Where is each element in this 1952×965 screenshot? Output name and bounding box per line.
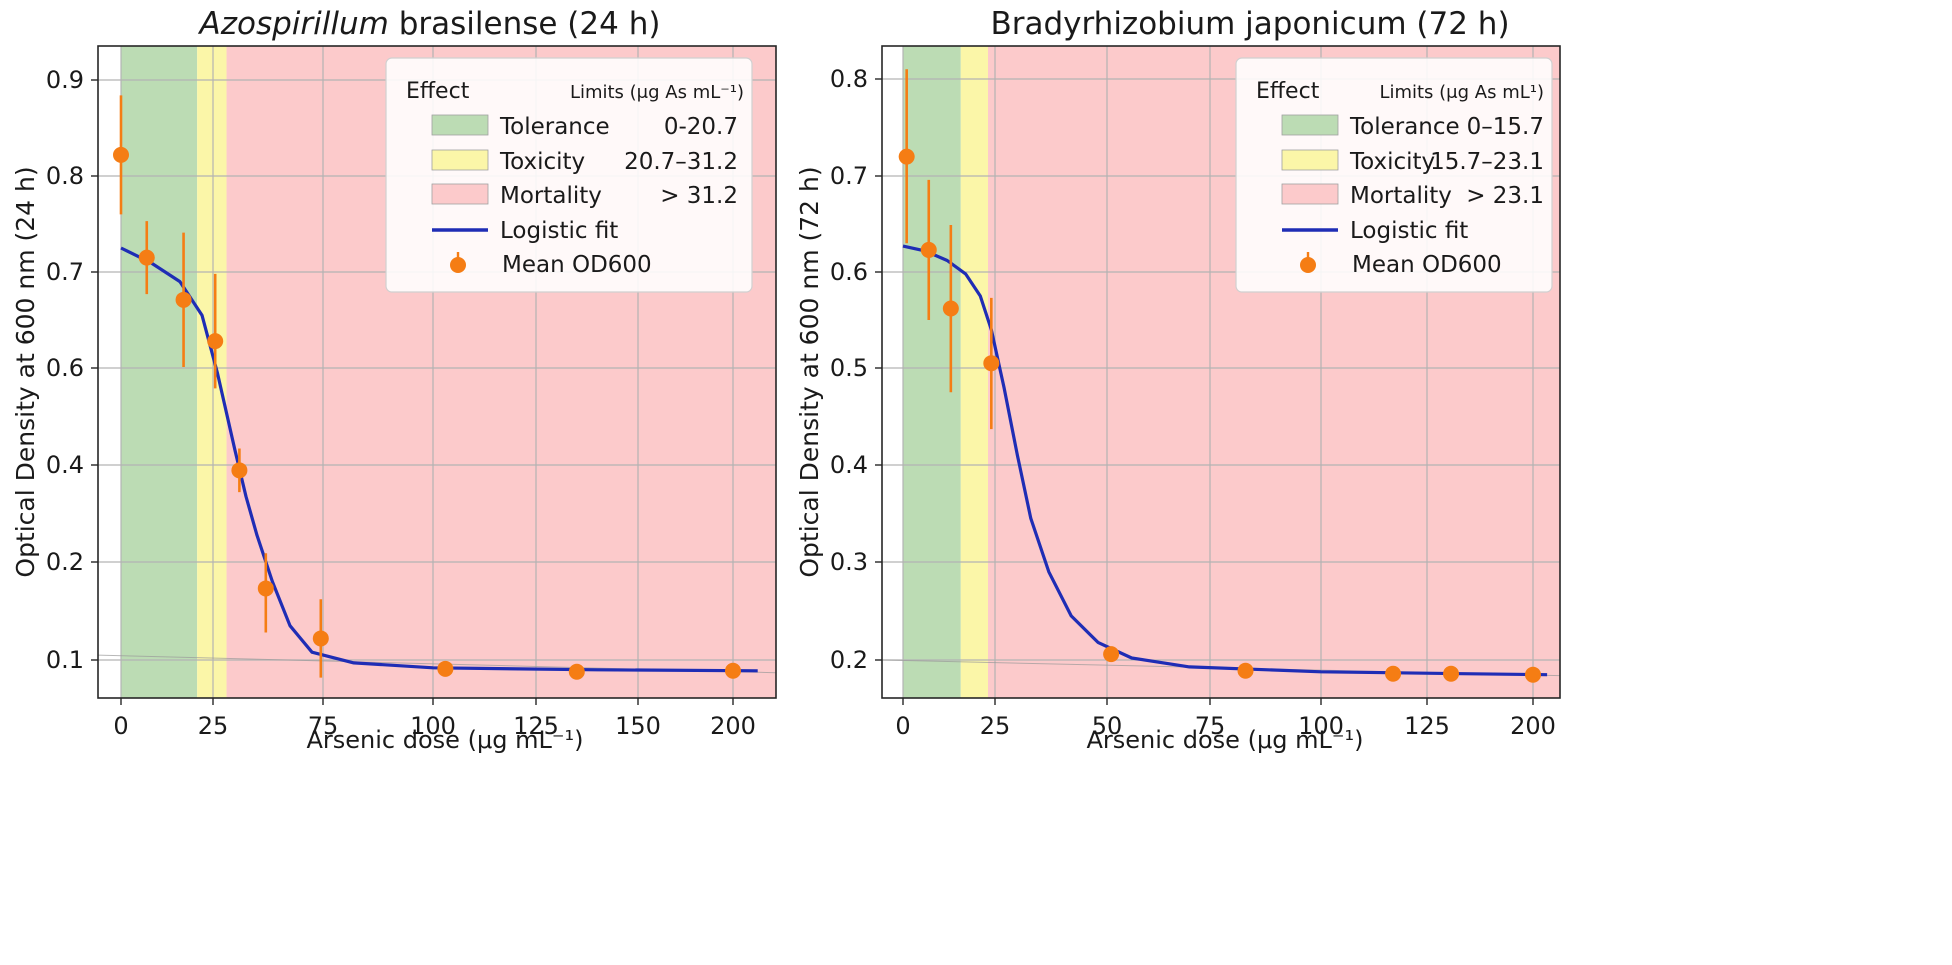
legend: Effect Limits (μg As mL¹) Tolerance 0–15.7 T… — [1235, 57, 1553, 293]
legend-swatch-toxicity — [1281, 149, 1339, 171]
x-tick-label: 50 — [1092, 712, 1123, 740]
legend-swatch-mean-marker — [450, 257, 466, 273]
axes-frame — [97, 45, 777, 699]
region-toxicity — [197, 46, 227, 698]
y-tick-label: 0.6 — [830, 258, 868, 286]
data-point — [257, 580, 274, 597]
y-tick-label: 0.8 — [46, 162, 84, 190]
legend-label: Toxicity — [1349, 149, 1435, 175]
legend-swatch-mean-marker — [1300, 257, 1316, 273]
legend-limits: 0–15.7 — [1467, 114, 1544, 140]
chart-panel-2: 0 25 50 75 100 125 200 0.2 0.3 0.4 0.5 0.6 0.7 0.8 Bra… — [795, 6, 1561, 754]
legend-label: Mortality — [500, 183, 602, 209]
x-tick-label: 200 — [710, 712, 756, 740]
legend-limits: 15.7–23.1 — [1430, 149, 1544, 175]
data-point — [1443, 665, 1460, 682]
legend-limits: 20.7–31.2 — [624, 149, 738, 175]
y-axis-label: Optical Density at 600 nm (72 h) — [795, 166, 824, 577]
y-tick-label: 0.3 — [830, 548, 868, 576]
data-point — [113, 146, 129, 163]
legend-label: Tolerance — [1349, 114, 1460, 140]
legend-swatch-tolerance — [431, 114, 489, 136]
chart-title-text: brasilense (24 h) — [389, 6, 661, 42]
data-point — [920, 241, 937, 258]
axes-frame — [881, 45, 1561, 699]
legend-limits: > 31.2 — [660, 183, 738, 209]
chart-title-text: Bradyrhizobium japonicum (72 h) — [990, 6, 1509, 42]
chart-title: Azospirillum brasilense (24 h) — [198, 6, 661, 42]
y-tick-label: 0.2 — [46, 548, 84, 576]
x-tick-label: 100 — [1298, 712, 1344, 740]
legend-label: Mortality — [1350, 183, 1452, 209]
y-tick-label: 0.7 — [46, 258, 84, 286]
x-tick-label: 0 — [113, 712, 128, 740]
y-tick-label: 0.7 — [830, 162, 868, 190]
legend: Effect Limits (μg As mL⁻¹) Tolerance 0-20.7… — [385, 57, 753, 293]
x-axis-label: Arsenic dose (μg mL⁻¹) — [307, 726, 584, 754]
data-point — [725, 662, 741, 679]
legend-label: Mean OD600 — [502, 252, 652, 278]
data-point — [175, 291, 192, 308]
y-tick-label: 0.6 — [46, 354, 84, 382]
chart-title-italic: Azospirillum — [198, 6, 389, 42]
x-tick-label: 25 — [198, 712, 229, 740]
data-point — [1103, 646, 1120, 663]
region-tolerance — [121, 46, 198, 698]
chart-panel-1: 0 25 75 100 125 150 200 0.1 0.2 0.4 0.6 0.7 0.8 0.9 Az… — [11, 6, 777, 754]
legend-header-limits: Limits (μg As mL⁻¹) — [570, 82, 744, 103]
logistic-fit-line — [902, 244, 1548, 677]
legend-header-effect: Effect — [1256, 79, 1320, 104]
data-point — [1237, 662, 1254, 679]
data-point — [983, 355, 1000, 372]
legend-swatch-mortality — [1281, 183, 1339, 205]
x-axis-label: Arsenic dose (μg mL⁻¹) — [1087, 726, 1364, 754]
x-tick-label: 200 — [1510, 712, 1556, 740]
y-tick-label: 0.4 — [46, 451, 84, 479]
x-tick-label: 25 — [980, 712, 1011, 740]
data-point — [312, 630, 329, 647]
legend-label: Mean OD600 — [1352, 252, 1502, 278]
legend-label: Logistic fit — [1350, 218, 1468, 244]
y-tick-label: 0.8 — [830, 65, 868, 93]
x-tick-label: 125 — [513, 712, 559, 740]
x-tick-label: 150 — [615, 712, 661, 740]
x-tick-label: 100 — [410, 712, 456, 740]
data-point — [437, 660, 454, 677]
legend-swatch-tolerance — [1281, 114, 1339, 136]
chart-title: Bradyrhizobium japonicum (72 h) — [990, 6, 1509, 42]
data-point — [231, 462, 248, 479]
x-tick-label: 75 — [1195, 712, 1226, 740]
data-point — [898, 148, 915, 165]
legend-label: Logistic fit — [500, 218, 618, 244]
x-tick-label: 125 — [1404, 712, 1450, 740]
legend-limits: 0-20.7 — [664, 114, 738, 140]
data-point — [207, 333, 224, 350]
legend-swatch-mortality — [431, 183, 489, 205]
x-tick-label: 75 — [308, 712, 339, 740]
y-tick-label: 0.2 — [830, 646, 868, 674]
y-tick-label: 0.1 — [46, 646, 84, 674]
y-axis-label: Optical Density at 600 nm (24 h) — [11, 166, 40, 577]
data-point — [568, 663, 585, 680]
legend-header-limits: Limits (μg As mL¹) — [1379, 82, 1544, 103]
data-point — [1385, 665, 1402, 682]
y-tick-label: 0.9 — [46, 66, 84, 94]
data-point — [138, 249, 155, 266]
legend-limits: > 23.1 — [1466, 183, 1544, 209]
data-point — [1525, 666, 1541, 683]
legend-header-effect: Effect — [406, 79, 470, 104]
legend-swatch-toxicity — [431, 149, 489, 171]
region-toxicity — [960, 46, 989, 698]
data-point — [942, 300, 959, 317]
y-tick-label: 0.5 — [830, 354, 868, 382]
legend-label: Toxicity — [499, 149, 585, 175]
y-tick-label: 0.4 — [830, 451, 868, 479]
x-tick-label: 0 — [895, 712, 910, 740]
legend-label: Tolerance — [499, 114, 610, 140]
